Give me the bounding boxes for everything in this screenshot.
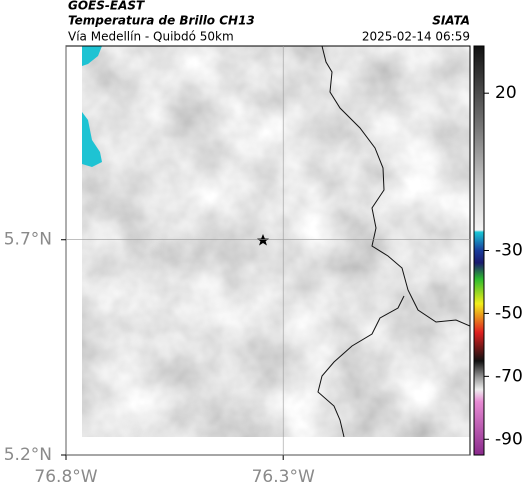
satellite-name: GOES-EAST — [68, 0, 145, 13]
y-tick-label: 5.7°N — [4, 230, 52, 250]
colorbar-tick-label: -30 — [495, 241, 523, 261]
x-tick-label: 76.3°W — [252, 467, 315, 487]
satellite-image — [82, 46, 470, 437]
chart-subtitle: Vía Medellín - Quibdó 50km — [68, 30, 234, 44]
cold-cloud — [82, 46, 102, 66]
x-tick-label: 76.8°W — [34, 467, 97, 487]
colorbar — [473, 45, 485, 456]
colorbar-tick-label: -70 — [495, 366, 523, 386]
cold-cloud — [82, 112, 102, 167]
timestamp: 2025-02-14 06:59 — [362, 30, 470, 44]
cloud-texture — [82, 46, 470, 437]
colorbar-tick-label: -90 — [495, 429, 523, 449]
border-line — [317, 295, 405, 437]
chart-title: Temperatura de Brillo CH13 — [68, 14, 255, 28]
colorbar-tick-label: 20 — [495, 83, 517, 103]
border-line — [321, 46, 470, 327]
y-tick-label: 5.2°N — [4, 445, 52, 465]
source-label: SIATA — [432, 14, 470, 28]
colorbar-tick-label: -50 — [495, 303, 523, 323]
